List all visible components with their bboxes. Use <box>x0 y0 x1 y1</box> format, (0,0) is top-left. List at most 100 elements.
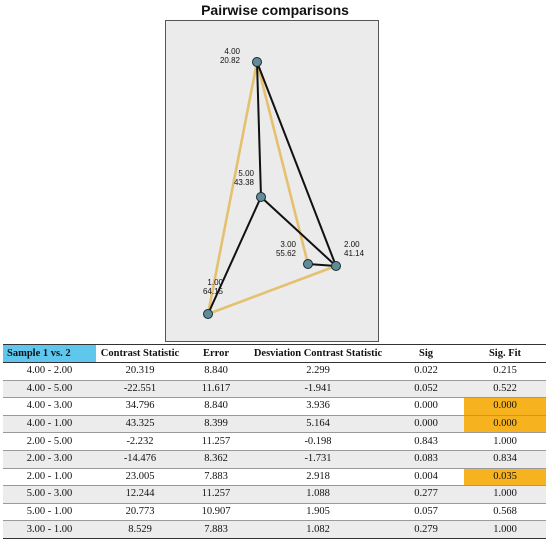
node-2-00 <box>331 261 341 271</box>
sig-cell: 0.083 <box>388 450 464 469</box>
sig-cell: 0.277 <box>388 485 464 504</box>
deviation-contrast-statistic-cell: -1.941 <box>248 380 388 399</box>
deviation-contrast-statistic-cell: -1.731 <box>248 450 388 469</box>
node-5-00 <box>256 192 266 202</box>
error-cell: 11.257 <box>184 432 248 451</box>
sig-fit-cell: 0.215 <box>464 362 546 381</box>
sig-cell: 0.000 <box>388 397 464 416</box>
node-value-5-00: 43.38 <box>234 178 255 187</box>
contrast-statistic-cell: 23.005 <box>96 468 184 487</box>
contrast-statistic-cell: -2.232 <box>96 432 184 451</box>
sig-cell: 0.000 <box>388 415 464 434</box>
edge-4-00-3-00 <box>255 61 310 265</box>
node-label-4-00: 4.00 <box>224 47 240 56</box>
table-row: 3.00 - 1.00 8.529 7.883 1.082 0.279 1.000 <box>3 520 546 539</box>
sig-fit-cell: 0.000 <box>464 397 546 416</box>
error-cell: 8.840 <box>184 362 248 381</box>
node-label-5-00: 5.00 <box>238 169 254 178</box>
pairwise-comparisons-table: Sample 1 vs. 2 Contrast Statistic Error … <box>3 344 546 539</box>
sig-cell: 0.052 <box>388 380 464 399</box>
sig-cell: 0.057 <box>388 503 464 522</box>
diagram-title: Pairwise comparisons <box>201 2 349 18</box>
sample-pair-cell: 2.00 - 5.00 <box>3 432 96 451</box>
table-row: 5.00 - 3.00 12.244 11.257 1.088 0.277 1.000 <box>3 485 546 504</box>
contrast-statistic-cell: 34.796 <box>96 397 184 416</box>
table-row: 2.00 - 5.00 -2.232 11.257 -0.198 0.843 1.000 <box>3 432 546 451</box>
sig-cell: 0.004 <box>388 468 464 487</box>
node-label-3-00: 3.00 <box>280 240 296 249</box>
sample-pair-cell: 2.00 - 1.00 <box>3 468 96 487</box>
sample-pair-cell: 4.00 - 3.00 <box>3 397 96 416</box>
sample-pair-cell: 2.00 - 3.00 <box>3 450 96 469</box>
deviation-contrast-statistic-cell: 1.905 <box>248 503 388 522</box>
sig-fit-cell: 0.834 <box>464 450 546 469</box>
sample-pair-cell: 4.00 - 5.00 <box>3 380 96 399</box>
node-label-1-00: 1.00 <box>207 278 223 287</box>
table-row: 4.00 - 1.00 43.325 8.399 5.164 0.000 0.000 <box>3 415 546 434</box>
table-row: 4.00 - 5.00 -22.551 11.617 -1.941 0.052 0.522 <box>3 380 546 399</box>
contrast-statistic-cell: -22.551 <box>96 380 184 399</box>
node-value-1-00: 64.15 <box>203 287 224 296</box>
column-header-error: Error <box>202 348 230 359</box>
error-cell: 11.617 <box>184 380 248 399</box>
error-cell: 7.883 <box>184 468 248 487</box>
sig-fit-cell: 0.568 <box>464 503 546 522</box>
node-value-2-00: 41.14 <box>344 249 365 258</box>
edge-4-00-1-00 <box>206 61 259 315</box>
pairwise-diagram: 4.00 20.82 5.00 43.38 3.00 55.62 2.00 41.14 1.00… <box>165 20 379 342</box>
deviation-contrast-statistic-cell: 2.918 <box>248 468 388 487</box>
error-cell: 8.840 <box>184 397 248 416</box>
table-header-row: Sample 1 vs. 2 Contrast Statistic Error … <box>3 344 546 363</box>
contrast-statistic-cell: 20.773 <box>96 503 184 522</box>
edge-4-00-5-00 <box>256 61 262 198</box>
sig-fit-cell: 1.000 <box>464 520 546 539</box>
node-1-00 <box>203 309 213 319</box>
sig-fit-cell: 0.000 <box>464 415 546 434</box>
table-row: 2.00 - 1.00 23.005 7.883 2.918 0.004 0.035 <box>3 468 546 487</box>
deviation-contrast-statistic-cell: -0.198 <box>248 432 388 451</box>
node-3-00 <box>303 259 313 269</box>
sample-pair-cell: 4.00 - 1.00 <box>3 415 96 434</box>
table-row: 2.00 - 3.00 -14.476 8.362 -1.731 0.083 0.834 <box>3 450 546 469</box>
deviation-contrast-statistic-cell: 1.082 <box>248 520 388 539</box>
contrast-statistic-cell: 43.325 <box>96 415 184 434</box>
edge-5-00-2-00 <box>260 196 337 267</box>
edge-5-00-1-00 <box>207 196 262 315</box>
deviation-contrast-statistic-cell: 1.088 <box>248 485 388 504</box>
column-header-contrast-statistic: Contrast Statistic <box>100 348 180 359</box>
sig-cell: 0.022 <box>388 362 464 381</box>
deviation-contrast-statistic-cell: 2.299 <box>248 362 388 381</box>
sample-pair-cell: 5.00 - 1.00 <box>3 503 96 522</box>
sig-fit-cell: 0.035 <box>464 468 546 487</box>
sample-pair-cell: 3.00 - 1.00 <box>3 520 96 539</box>
edge-4-00-2-00 <box>256 61 337 267</box>
contrast-statistic-cell: 12.244 <box>96 485 184 504</box>
node-value-4-00: 20.82 <box>220 56 241 65</box>
node-label-2-00: 2.00 <box>344 240 360 249</box>
error-cell: 10.907 <box>184 503 248 522</box>
sig-cell: 0.843 <box>388 432 464 451</box>
table-row: 4.00 - 2.00 20.319 8.840 2.299 0.022 0.215 <box>3 362 546 381</box>
node-4-00 <box>252 57 262 67</box>
column-header-sig: Sig <box>418 348 433 359</box>
column-header-sig-fit: Sig. Fit <box>488 348 522 359</box>
contrast-statistic-cell: -14.476 <box>96 450 184 469</box>
sig-fit-cell: 1.000 <box>464 432 546 451</box>
error-cell: 8.362 <box>184 450 248 469</box>
deviation-contrast-statistic-cell: 5.164 <box>248 415 388 434</box>
error-cell: 11.257 <box>184 485 248 504</box>
sample-pair-cell: 5.00 - 3.00 <box>3 485 96 504</box>
table-row: 5.00 - 1.00 20.773 10.907 1.905 0.057 0.568 <box>3 503 546 522</box>
deviation-contrast-statistic-cell: 3.936 <box>248 397 388 416</box>
error-cell: 8.399 <box>184 415 248 434</box>
edge-1-00-2-00 <box>207 264 337 316</box>
column-header-deviation-contrast-statistic: Desviation Contrast Statistic <box>253 348 383 359</box>
table-row: 4.00 - 3.00 34.796 8.840 3.936 0.000 0.000 <box>3 397 546 416</box>
sample-pair-cell: 4.00 - 2.00 <box>3 362 96 381</box>
contrast-statistic-cell: 20.319 <box>96 362 184 381</box>
node-value-3-00: 55.62 <box>276 249 297 258</box>
sig-fit-cell: 1.000 <box>464 485 546 504</box>
column-header-sample: Sample 1 vs. 2 <box>3 344 96 363</box>
sig-fit-cell: 0.522 <box>464 380 546 399</box>
